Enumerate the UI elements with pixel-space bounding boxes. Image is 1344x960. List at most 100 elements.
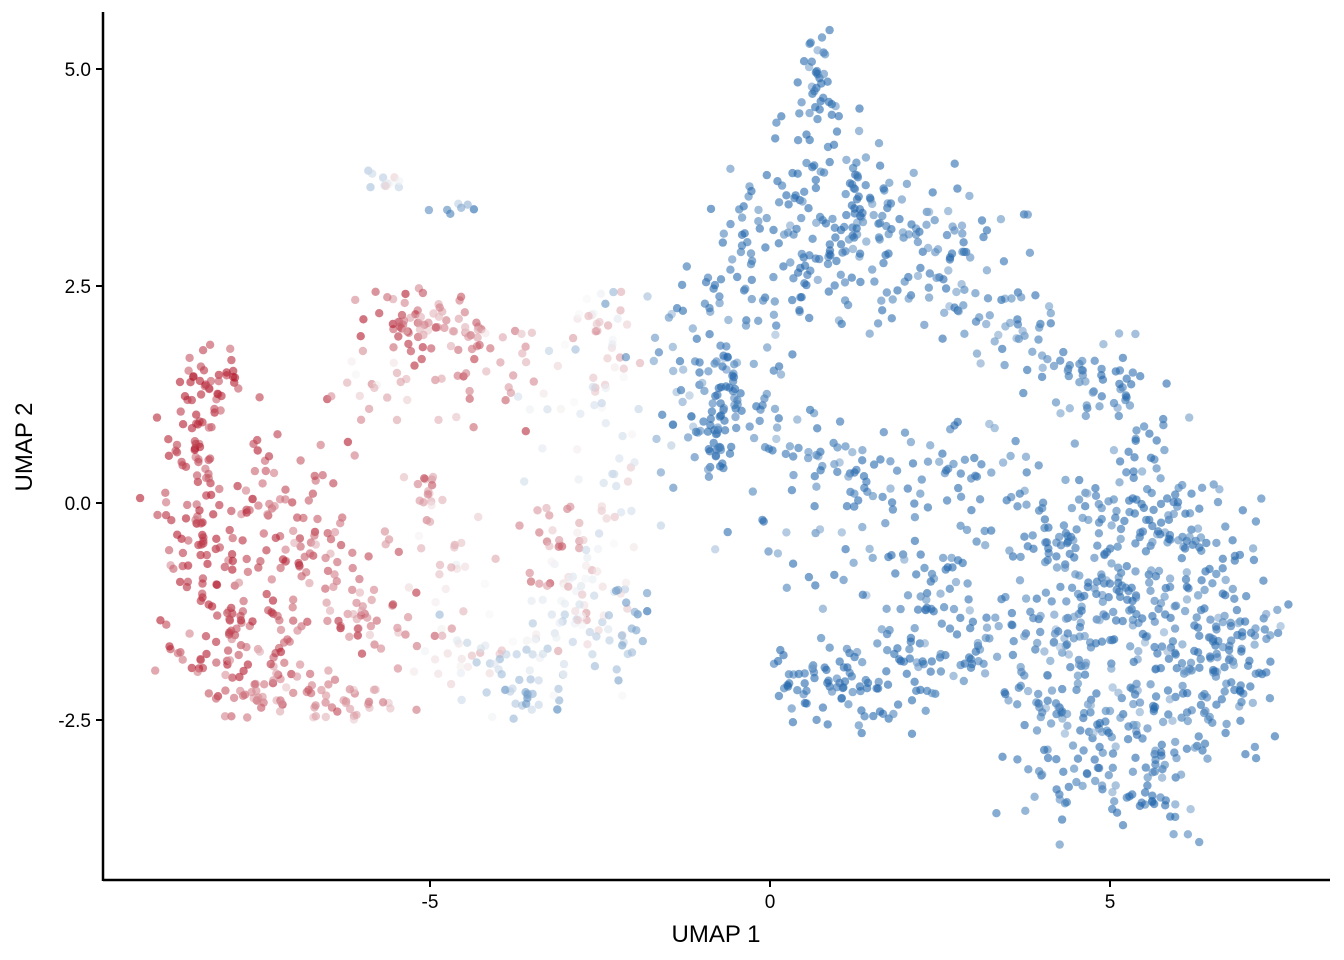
scatter-point: [225, 656, 235, 665]
scatter-point: [1141, 547, 1151, 556]
scatter-point: [401, 326, 410, 335]
scatter-point: [796, 263, 805, 273]
scatter-point: [675, 357, 685, 366]
scatter-point: [882, 288, 891, 297]
scatter-point: [723, 527, 732, 537]
scatter-point: [345, 632, 354, 641]
scatter-point: [1185, 413, 1194, 422]
scatter-point: [873, 319, 883, 328]
scatter-point: [204, 689, 213, 698]
scatter-point: [211, 694, 221, 703]
scatter-point: [1177, 659, 1187, 668]
scatter-point: [547, 557, 556, 566]
scatter-point: [1131, 329, 1140, 339]
scatter-point: [1234, 619, 1243, 628]
scatter-point: [509, 714, 518, 723]
scatter-point: [1243, 661, 1253, 670]
scatter-point: [623, 477, 633, 486]
scatter-point: [1163, 686, 1173, 695]
scatter-point: [205, 384, 214, 393]
scatter-point: [404, 583, 414, 592]
scatter-point: [980, 669, 990, 678]
scatter-point: [1241, 750, 1250, 759]
scatter-point: [263, 510, 272, 519]
scatter-point: [944, 464, 953, 473]
scatter-point: [1114, 578, 1123, 587]
scatter-point: [1225, 641, 1234, 650]
scatter-point: [788, 350, 797, 359]
scatter-point: [805, 405, 815, 415]
scatter-point: [555, 618, 564, 628]
scatter-point: [1035, 323, 1044, 332]
scatter-point: [733, 400, 742, 409]
scatter-point: [762, 389, 771, 399]
scatter-point: [853, 171, 862, 180]
scatter-point: [1130, 509, 1140, 518]
scatter-point: [960, 285, 969, 294]
scatter-point: [1074, 660, 1084, 669]
scatter-point: [990, 423, 999, 433]
scatter-point: [597, 399, 606, 408]
scatter-point: [245, 506, 254, 515]
scatter-point: [205, 340, 215, 349]
scatter-point: [998, 752, 1007, 761]
scatter-point: [858, 456, 867, 465]
scatter-point: [728, 377, 738, 386]
points-layer: [135, 25, 1293, 849]
scatter-point: [521, 427, 530, 436]
scatter-point: [805, 313, 814, 323]
scatter-point: [893, 286, 902, 295]
scatter-point: [1151, 572, 1161, 581]
scatter-point: [923, 243, 933, 253]
scatter-point: [1041, 588, 1051, 597]
scatter-point: [1228, 584, 1238, 594]
scatter-point: [1186, 805, 1195, 814]
scatter-point: [213, 611, 222, 620]
scatter-point: [538, 649, 548, 659]
scatter-point: [463, 638, 472, 647]
scatter-point: [571, 607, 580, 616]
scatter-point: [247, 687, 256, 697]
scatter-point: [1077, 606, 1086, 615]
scatter-point: [248, 494, 257, 504]
scatter-point: [512, 650, 521, 659]
scatter-point: [355, 391, 364, 401]
scatter-point: [1036, 611, 1045, 621]
scatter-point: [938, 553, 948, 563]
scatter-point: [1138, 629, 1148, 639]
scatter-point: [306, 689, 316, 698]
scatter-point: [573, 528, 582, 537]
scatter-point: [994, 330, 1003, 340]
scatter-point: [787, 486, 797, 495]
scatter-point: [1157, 748, 1166, 757]
scatter-point: [1092, 689, 1101, 698]
scatter-point: [1171, 800, 1180, 809]
scatter-point: [459, 607, 468, 616]
scatter-point: [841, 442, 850, 451]
scatter-point: [873, 639, 882, 648]
scatter-point: [1111, 742, 1120, 751]
scatter-point: [1098, 375, 1108, 384]
scatter-point: [517, 329, 526, 339]
scatter-point: [800, 187, 809, 196]
scatter-point: [813, 275, 822, 285]
scatter-point: [235, 672, 244, 682]
scatter-point: [1034, 335, 1043, 344]
y-tick-label: -2.5: [58, 711, 91, 732]
scatter-point: [973, 638, 983, 648]
scatter-point: [1022, 365, 1032, 375]
scatter-point: [956, 521, 965, 530]
scatter-point: [1166, 613, 1175, 623]
scatter-point: [1061, 475, 1070, 485]
scatter-point: [1163, 494, 1172, 503]
scatter-point: [212, 658, 221, 667]
scatter-point: [1043, 753, 1053, 763]
scatter-point: [802, 158, 811, 168]
scatter-point: [981, 541, 990, 550]
scatter-point: [754, 316, 763, 325]
scatter-point: [952, 287, 961, 297]
scatter-point: [907, 696, 917, 705]
scatter-point: [560, 599, 570, 608]
scatter-point: [793, 78, 802, 87]
scatter-point: [726, 219, 735, 229]
